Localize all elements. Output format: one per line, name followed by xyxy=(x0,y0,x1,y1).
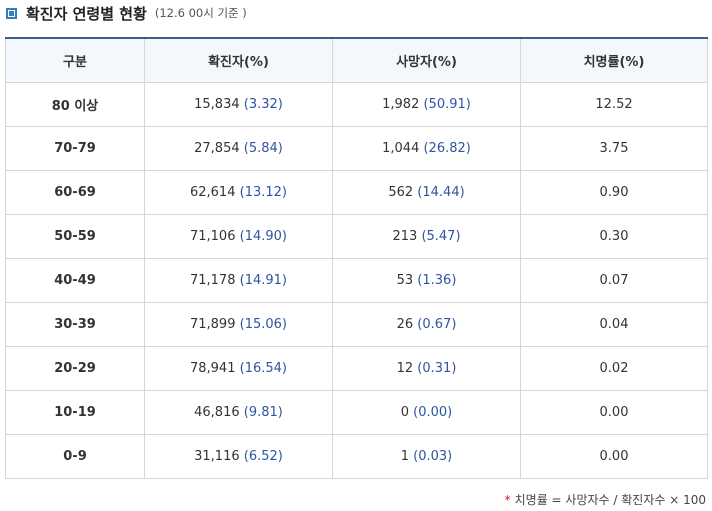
fatality-rate-cell: 0.00 xyxy=(520,390,708,435)
cases-cell: 27,854 (5.84) xyxy=(144,126,333,171)
deaths-cell: 1,982 (50.91) xyxy=(332,82,521,127)
deaths-cell: 1,044 (26.82) xyxy=(332,126,521,171)
age-group-cell: 60-69 xyxy=(5,170,145,215)
deaths-cell: 562 (14.44) xyxy=(332,170,521,215)
cases-percent: (15.06) xyxy=(239,317,287,332)
cases-percent: (13.12) xyxy=(239,185,287,200)
fatality-rate-cell: 12.52 xyxy=(520,82,708,127)
table-row: 70-79 27,854 (5.84) 1,044 (26.82) 3.75 xyxy=(5,126,708,171)
column-header-deaths: 사망자(%) xyxy=(332,37,521,83)
deaths-count: 26 xyxy=(396,317,414,332)
square-bullet-icon xyxy=(6,7,17,19)
fatality-rate-cell: 0.00 xyxy=(520,434,708,479)
table-row: 80 이상 15,834 (3.32) 1,982 (50.91) 12.52 xyxy=(5,82,708,127)
column-header-cases: 확진자(%) xyxy=(144,37,333,83)
fatality-rate-cell: 0.04 xyxy=(520,302,708,347)
cases-count: 31,116 xyxy=(194,449,240,464)
deaths-cell: 26 (0.67) xyxy=(332,302,521,347)
cases-count: 78,941 xyxy=(189,361,236,376)
fatality-rate-cell: 0.02 xyxy=(520,346,708,391)
fatality-rate-cell: 0.90 xyxy=(520,170,708,215)
table-header-row: 구분 확진자(%) 사망자(%) 치명률(%) xyxy=(5,37,708,83)
deaths-count: 0 xyxy=(400,405,410,420)
deaths-percent: (5.47) xyxy=(421,229,461,244)
section-header: 확진자 연령별 현황 (12.6 00시 기준 ) xyxy=(6,2,247,24)
fatality-rate-cell: 0.30 xyxy=(520,214,708,259)
age-group-cell: 10-19 xyxy=(5,390,145,435)
deaths-cell: 12 (0.31) xyxy=(332,346,521,391)
age-group-cell: 20-29 xyxy=(5,346,145,391)
deaths-percent: (50.91) xyxy=(423,97,471,112)
age-group-cell: 30-39 xyxy=(5,302,145,347)
deaths-count: 1,982 xyxy=(382,97,420,112)
cases-percent: (16.54) xyxy=(239,361,287,376)
fatality-rate-cell: 3.75 xyxy=(520,126,708,171)
fatality-rate-cell: 0.07 xyxy=(520,258,708,303)
deaths-percent: (14.44) xyxy=(417,185,465,200)
deaths-percent: (1.36) xyxy=(417,273,457,288)
cases-cell: 71,106 (14.90) xyxy=(144,214,333,259)
deaths-percent: (0.67) xyxy=(417,317,457,332)
deaths-cell: 0 (0.00) xyxy=(332,390,521,435)
column-header-category: 구분 xyxy=(5,37,145,83)
deaths-count: 53 xyxy=(396,273,414,288)
deaths-count: 213 xyxy=(392,229,418,244)
age-group-cell: 80 이상 xyxy=(5,82,145,127)
asterisk-icon: * xyxy=(504,493,511,507)
deaths-cell: 213 (5.47) xyxy=(332,214,521,259)
cases-percent: (3.32) xyxy=(243,97,283,112)
cases-count: 71,899 xyxy=(189,317,236,332)
age-group-cell: 50-59 xyxy=(5,214,145,259)
table-row: 40-49 71,178 (14.91) 53 (1.36) 0.07 xyxy=(5,258,708,303)
table-row: 50-59 71,106 (14.90) 213 (5.47) 0.30 xyxy=(5,214,708,259)
cases-count: 71,178 xyxy=(189,273,236,288)
cases-count: 71,106 xyxy=(189,229,236,244)
cases-cell: 31,116 (6.52) xyxy=(144,434,333,479)
table-row: 30-39 71,899 (15.06) 26 (0.67) 0.04 xyxy=(5,302,708,347)
cases-percent: (14.90) xyxy=(239,229,287,244)
cases-count: 15,834 xyxy=(194,97,240,112)
cases-percent: (14.91) xyxy=(239,273,287,288)
cases-cell: 46,816 (9.81) xyxy=(144,390,333,435)
cases-cell: 71,178 (14.91) xyxy=(144,258,333,303)
cases-percent: (9.81) xyxy=(243,405,283,420)
age-group-cell: 70-79 xyxy=(5,126,145,171)
footnote-text: 치명률 = 사망자수 / 확진자수 × 100 xyxy=(514,493,706,507)
cases-cell: 15,834 (3.32) xyxy=(144,82,333,127)
cases-percent: (6.52) xyxy=(243,449,283,464)
table-row: 0-9 31,116 (6.52) 1 (0.03) 0.00 xyxy=(5,434,708,479)
cases-count: 46,816 xyxy=(194,405,240,420)
cases-cell: 62,614 (13.12) xyxy=(144,170,333,215)
deaths-percent: (26.82) xyxy=(423,141,471,156)
age-group-cell: 0-9 xyxy=(5,434,145,479)
deaths-percent: (0.03) xyxy=(413,449,453,464)
cases-cell: 78,941 (16.54) xyxy=(144,346,333,391)
fatality-formula-note: * 치명률 = 사망자수 / 확진자수 × 100 xyxy=(505,491,706,508)
cases-count: 27,854 xyxy=(194,141,240,156)
reference-time-note: (12.6 00시 기준 ) xyxy=(154,6,247,20)
page-title: 확진자 연령별 현황 xyxy=(26,4,147,23)
deaths-count: 1 xyxy=(400,449,410,464)
table-row: 10-19 46,816 (9.81) 0 (0.00) 0.00 xyxy=(5,390,708,435)
deaths-count: 1,044 xyxy=(382,141,420,156)
deaths-count: 562 xyxy=(388,185,414,200)
age-group-cell: 40-49 xyxy=(5,258,145,303)
age-status-table: 구분 확진자(%) 사망자(%) 치명률(%) 80 이상 15,834 (3.… xyxy=(5,37,708,479)
cases-percent: (5.84) xyxy=(243,141,283,156)
deaths-percent: (0.31) xyxy=(417,361,457,376)
table-row: 20-29 78,941 (16.54) 12 (0.31) 0.02 xyxy=(5,346,708,391)
table-row: 60-69 62,614 (13.12) 562 (14.44) 0.90 xyxy=(5,170,708,215)
column-header-fatality: 치명률(%) xyxy=(520,37,708,83)
deaths-percent: (0.00) xyxy=(413,405,453,420)
cases-cell: 71,899 (15.06) xyxy=(144,302,333,347)
deaths-cell: 1 (0.03) xyxy=(332,434,521,479)
deaths-count: 12 xyxy=(396,361,414,376)
deaths-cell: 53 (1.36) xyxy=(332,258,521,303)
cases-count: 62,614 xyxy=(189,185,236,200)
